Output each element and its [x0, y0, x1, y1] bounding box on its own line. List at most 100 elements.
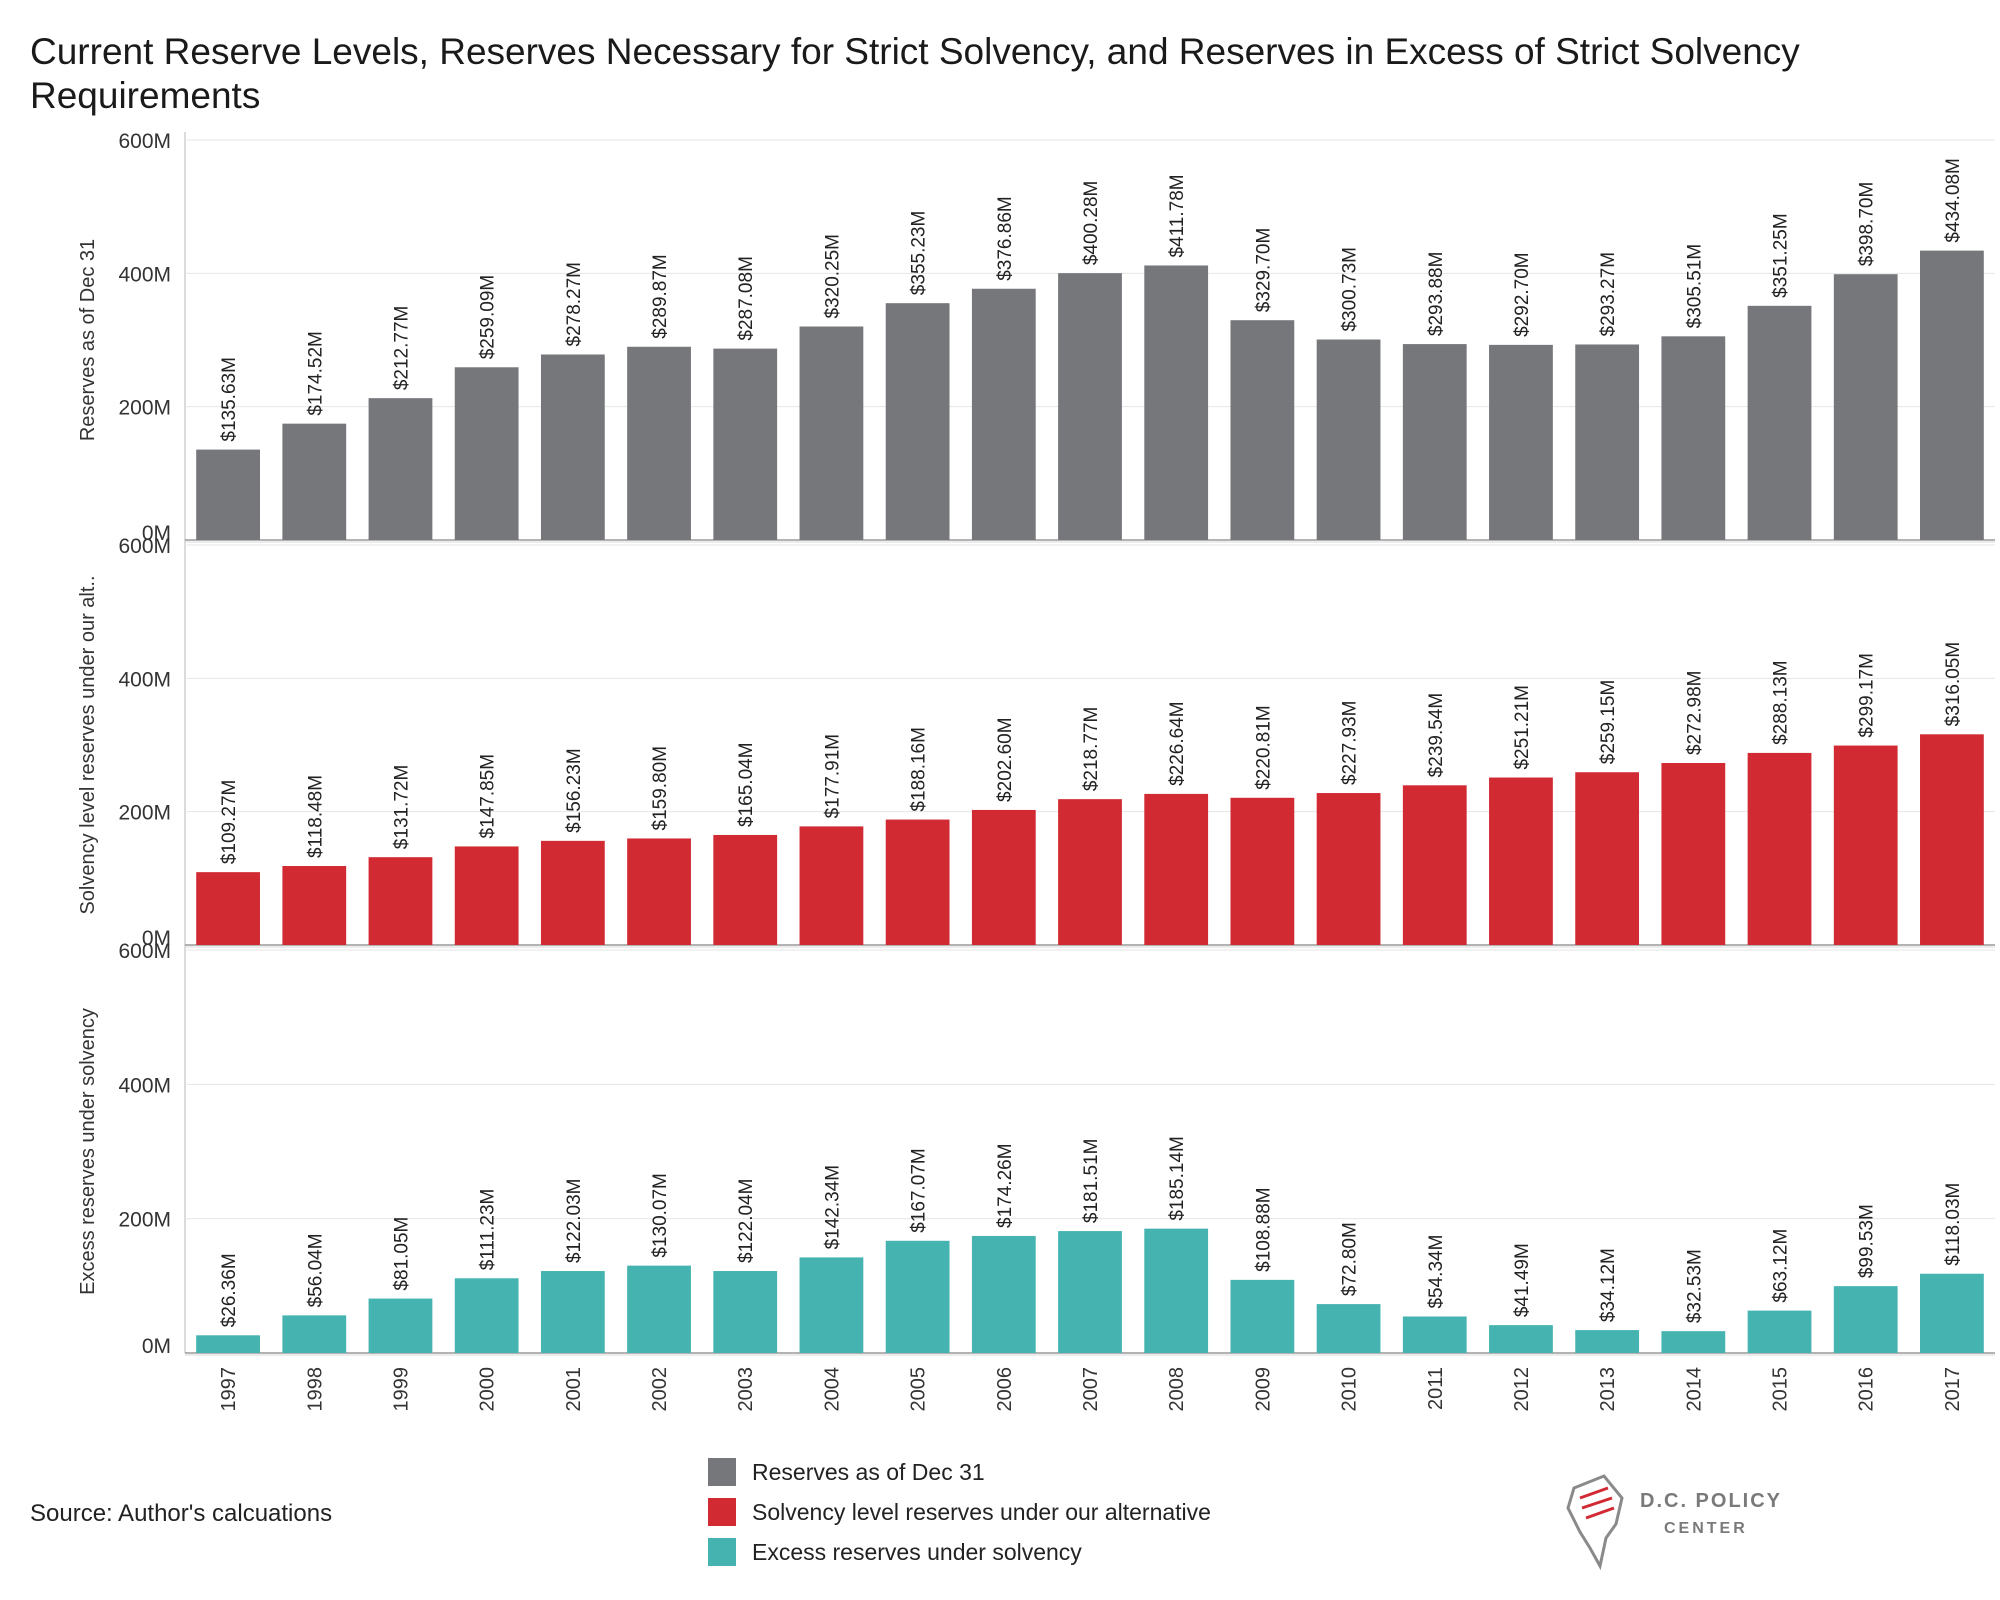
data-label: $72.80M — [1340, 1222, 1361, 1296]
x-tick-label: 2006 — [994, 1367, 1016, 1412]
data-label: $32.53M — [1684, 1249, 1705, 1323]
bar — [1316, 793, 1381, 945]
data-label: $320.25M — [822, 234, 843, 319]
bar — [713, 1271, 778, 1353]
data-label: $111.23M — [478, 1189, 499, 1271]
logo-text-line1: D.C. POLICY — [1640, 1490, 1783, 1512]
bar — [799, 826, 864, 945]
data-label: $122.03M — [564, 1179, 585, 1264]
x-tick-label: 2005 — [908, 1367, 930, 1412]
legend-item-excess: Excess reserves under solvency — [708, 1532, 1211, 1572]
x-tick-label: 2004 — [821, 1367, 843, 1412]
data-label: $181.51M — [1081, 1139, 1102, 1224]
data-label: $142.34M — [822, 1165, 843, 1250]
data-label: $400.28M — [1081, 181, 1102, 266]
bar — [1661, 1331, 1726, 1353]
y-tick-label: 600M — [118, 940, 171, 963]
bar — [1747, 305, 1812, 540]
data-label: $99.53M — [1857, 1204, 1878, 1278]
x-tick-label: 2008 — [1166, 1367, 1188, 1412]
bar — [1920, 250, 1984, 540]
bar — [1833, 274, 1898, 540]
legend-swatch-solvency — [708, 1498, 736, 1526]
data-label: $398.70M — [1857, 182, 1878, 267]
data-label: $122.04M — [736, 1179, 757, 1264]
data-label: $41.49M — [1512, 1243, 1533, 1317]
bar — [1489, 777, 1553, 945]
x-tick-label: 2007 — [1080, 1367, 1102, 1412]
data-label: $165.04M — [736, 742, 757, 827]
data-label: $54.34M — [1426, 1235, 1447, 1309]
bar — [1833, 1286, 1898, 1353]
data-label: $278.27M — [564, 262, 585, 347]
data-label: $434.08M — [1943, 158, 1964, 243]
bar — [971, 1235, 1036, 1353]
bar — [971, 809, 1036, 945]
bar — [1316, 1304, 1381, 1353]
x-tick-label: 1997 — [218, 1367, 240, 1412]
bar — [1230, 320, 1295, 540]
logo-text-line2: CENTER — [1664, 1520, 1748, 1537]
y-tick-label: 0M — [142, 522, 171, 545]
x-tick-label: 2003 — [735, 1367, 757, 1412]
bar — [1920, 734, 1984, 945]
bar — [1058, 1231, 1122, 1353]
data-label: $355.23M — [909, 211, 930, 296]
data-label: $108.88M — [1253, 1187, 1274, 1272]
dc-policy-center-logo: D.C. POLICY CENTER — [1560, 1468, 1800, 1578]
data-label: $56.04M — [305, 1233, 326, 1307]
bar — [1230, 1279, 1295, 1353]
bar — [1316, 339, 1381, 540]
y-tick-label: 400M — [118, 668, 171, 691]
data-label: $329.70M — [1253, 228, 1274, 313]
y-tick-label: 200M — [118, 802, 171, 825]
bar — [368, 857, 433, 945]
data-label: $251.21M — [1512, 685, 1533, 770]
bar — [1747, 1310, 1812, 1353]
bar — [1058, 273, 1122, 540]
bar — [196, 449, 260, 540]
bar — [1661, 336, 1726, 540]
data-label: $174.26M — [995, 1143, 1016, 1228]
data-label: $259.15M — [1598, 680, 1619, 765]
bar — [1144, 1228, 1209, 1353]
bar — [540, 840, 605, 945]
data-label: $63.12M — [1771, 1229, 1792, 1303]
x-tick-label: 2001 — [563, 1367, 585, 1412]
x-tick-label: 2015 — [1770, 1367, 1792, 1412]
legend-item-solvency: Solvency level reserves under our altern… — [708, 1492, 1211, 1532]
bar — [713, 348, 778, 540]
bar — [885, 1240, 950, 1353]
y-axis-title: Excess reserves under solvency — [77, 1008, 99, 1295]
data-label: $287.08M — [736, 256, 757, 341]
data-label: $299.17M — [1857, 653, 1878, 738]
bar — [196, 872, 260, 945]
bar — [627, 346, 691, 540]
data-label: $227.93M — [1340, 701, 1361, 786]
legend: Reserves as of Dec 31 Solvency level res… — [708, 1452, 1211, 1572]
bar — [1058, 799, 1122, 945]
bar — [196, 1335, 260, 1353]
legend-label-solvency: Solvency level reserves under our altern… — [752, 1498, 1211, 1525]
bar — [1402, 785, 1467, 945]
y-tick-label: 400M — [118, 263, 171, 286]
bar — [1575, 772, 1640, 945]
x-tick-label: 2016 — [1856, 1367, 1878, 1412]
data-label: $135.63M — [219, 357, 240, 442]
data-label: $174.52M — [305, 331, 326, 416]
data-label: $185.14M — [1167, 1136, 1188, 1221]
data-label: $316.05M — [1943, 642, 1964, 727]
bar — [454, 367, 519, 540]
data-label: $159.80M — [650, 746, 671, 831]
dc-map-icon — [1566, 1474, 1624, 1571]
bar — [885, 819, 950, 945]
y-tick-label: 600M — [118, 130, 171, 153]
data-label: $351.25M — [1771, 213, 1792, 298]
data-label: $293.27M — [1598, 252, 1619, 337]
bar — [1402, 1316, 1467, 1353]
data-label: $81.05M — [391, 1217, 412, 1291]
bar — [627, 838, 691, 945]
data-label: $34.12M — [1598, 1248, 1619, 1322]
bar — [1747, 752, 1812, 945]
bar — [885, 303, 950, 540]
